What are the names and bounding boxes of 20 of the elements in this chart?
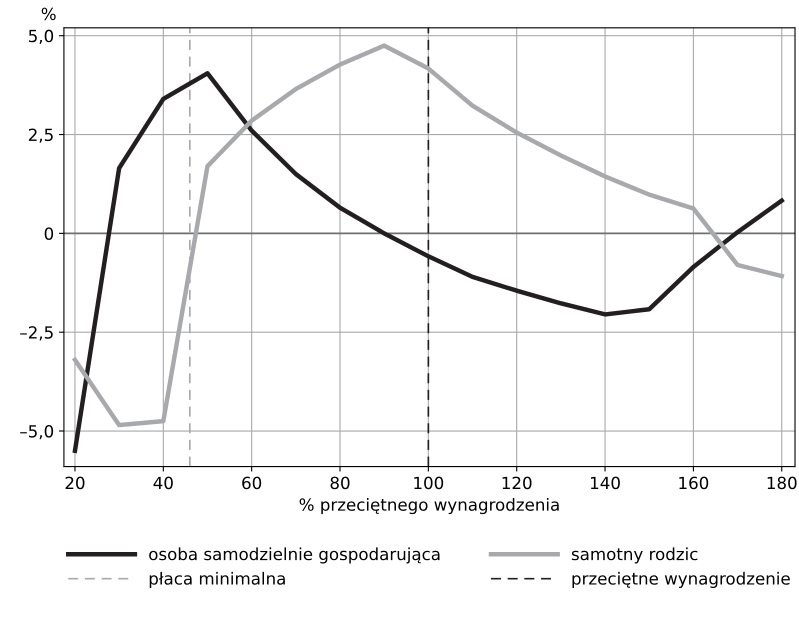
x-tick-label: 100 bbox=[414, 476, 444, 490]
x-tick-label: 160 bbox=[679, 476, 708, 490]
x-tick-label: 120 bbox=[502, 476, 532, 490]
x-tick-label: 80 bbox=[330, 476, 350, 490]
x-tick-label: 40 bbox=[154, 476, 173, 490]
x-axis-title: % przeciętnego wynagrodzenia bbox=[300, 498, 559, 514]
legend-label: przeciętne wynagrodzenie bbox=[572, 572, 790, 588]
x-tick-label: 60 bbox=[242, 476, 262, 490]
x-tick-label: 180 bbox=[768, 476, 797, 490]
y-tick-label: –2,5 bbox=[20, 326, 53, 340]
y-tick-label: –5,0 bbox=[20, 424, 54, 440]
y-axis-title: % bbox=[42, 8, 56, 20]
y-tick-label: 0 bbox=[44, 227, 54, 240]
legend-label: płaca minimalna bbox=[150, 572, 285, 588]
y-tick-label: 5,0 bbox=[28, 30, 54, 44]
y-tick-label: 2,5 bbox=[28, 128, 53, 143]
x-tick-label: 140 bbox=[590, 476, 620, 490]
legend-label: samotny rodzic bbox=[572, 547, 698, 564]
legend-label: osoba samodzielnie gospodarująca bbox=[149, 547, 440, 564]
x-tick-label: 20 bbox=[66, 476, 84, 490]
